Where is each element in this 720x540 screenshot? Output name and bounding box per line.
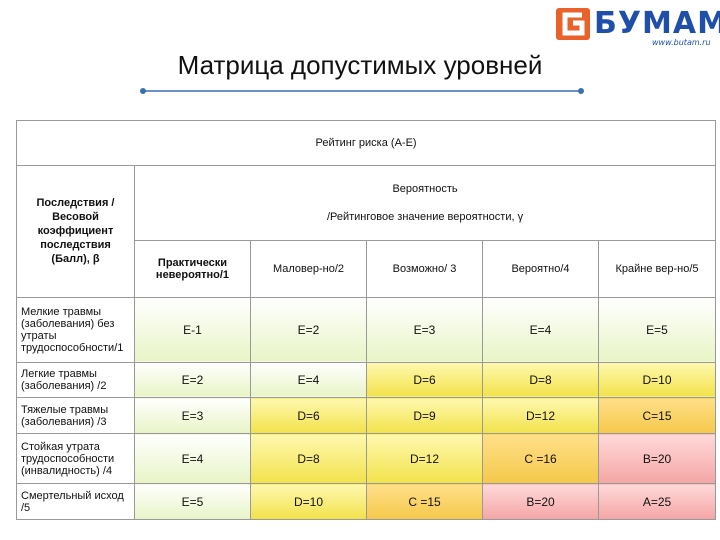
matrix-cell: Е=2	[250, 296, 367, 363]
logo-wordmark: БУМАМ	[594, 6, 720, 41]
logo-url: www.butam.ru	[652, 38, 711, 47]
matrix-cell: В=20	[482, 483, 599, 520]
matrix-cell: Е=4	[482, 296, 599, 363]
table-row: Тяжелые травмы (заболевания) /3 Е=3 D=6 …	[16, 397, 717, 435]
matrix-cell: С =15	[366, 483, 483, 520]
row-label: Легкие травмы (заболевания) /2	[16, 361, 135, 399]
matrix-cell: Е-1	[134, 296, 251, 363]
row-label: Стойкая утрата трудоспособности (инвалид…	[16, 433, 135, 485]
column-header: Практически невероятно/1	[134, 239, 251, 298]
column-header: Маловер-но/2	[250, 239, 367, 298]
matrix-cell: Е=4	[250, 361, 367, 399]
logo-mark-icon	[556, 8, 590, 40]
column-header: Возможно/ 3	[366, 239, 483, 298]
column-header: Вероятно/4	[482, 239, 599, 298]
matrix-cell: D=6	[250, 397, 367, 435]
matrix-cell: С=15	[597, 397, 717, 435]
matrix-cell: Е=5	[134, 483, 251, 520]
title-divider	[140, 88, 584, 94]
probability-header: Вероятность /Рейтинговое значение вероят…	[133, 165, 717, 241]
page-title: Матрица допустимых уровней	[177, 50, 543, 80]
matrix-cell: Е=4	[134, 433, 251, 485]
probability-header-line1: Вероятность	[392, 182, 458, 195]
matrix-cell: D=10	[597, 361, 717, 399]
probability-header-line2: /Рейтинговое значение вероятности, γ	[326, 210, 524, 223]
consequence-header: Последствия / Весовой коэффициент послед…	[16, 165, 135, 298]
matrix-cell: С =16	[482, 433, 599, 485]
row-label: Тяжелые травмы (заболевания) /3	[16, 397, 135, 435]
matrix-cell: D=10	[250, 483, 367, 520]
table-row: Смертельный исход /5 Е=5 D=10 С =15 В=20…	[16, 483, 717, 520]
column-header: Крайне вер-но/5	[597, 239, 717, 298]
table-row: Легкие травмы (заболевания) /2 Е=2 Е=4 D…	[16, 361, 717, 399]
row-label: Мелкие травмы (заболевания) без утраты т…	[16, 296, 135, 363]
matrix-cell: D=9	[366, 397, 483, 435]
row-label: Смертельный исход /5	[16, 483, 135, 520]
logo: БУМАМ www.butam.ru	[556, 6, 720, 47]
matrix-cell: А=25	[597, 483, 717, 520]
matrix-cell: Е=3	[366, 296, 483, 363]
matrix-cell: Е=5	[597, 296, 717, 363]
matrix-cell: D=12	[482, 397, 599, 435]
matrix-cell: D=6	[366, 361, 483, 399]
rating-title: Рейтинг риска (А-Е)	[15, 120, 717, 166]
matrix-cell: D=8	[482, 361, 599, 399]
matrix-cell: В=20	[597, 433, 717, 485]
table-row: Стойкая утрата трудоспособности (инвалид…	[16, 433, 717, 485]
matrix-cell: Е=2	[134, 361, 251, 399]
risk-matrix-table: Рейтинг риска (А-Е) Последствия / Весово…	[15, 120, 717, 520]
matrix-cell: D=8	[250, 433, 367, 485]
table-row: Мелкие травмы (заболевания) без утраты т…	[16, 296, 717, 363]
matrix-cell: Е=3	[134, 397, 251, 435]
matrix-cell: D=12	[366, 433, 483, 485]
